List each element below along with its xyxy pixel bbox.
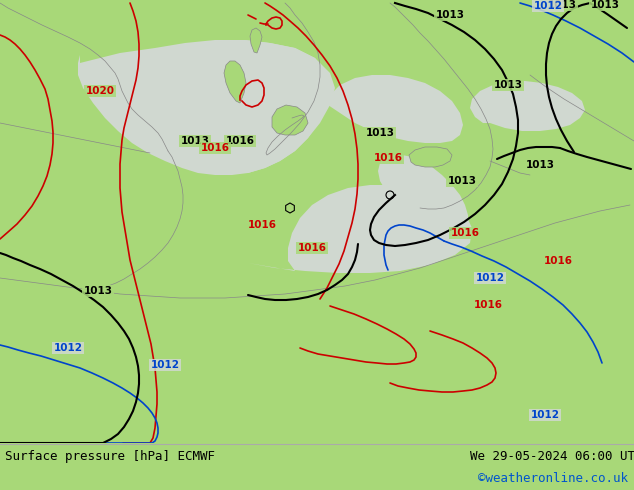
- Polygon shape: [378, 155, 468, 235]
- Text: 1013: 1013: [448, 176, 477, 186]
- Text: 1013: 1013: [181, 136, 209, 146]
- Polygon shape: [244, 73, 312, 151]
- Text: 1012: 1012: [476, 273, 505, 283]
- Text: 1012: 1012: [150, 360, 179, 370]
- Polygon shape: [409, 147, 452, 167]
- Text: 1012: 1012: [53, 343, 82, 353]
- Text: 1016: 1016: [373, 153, 403, 163]
- Text: 1016: 1016: [200, 143, 230, 153]
- Text: 1016: 1016: [247, 220, 276, 230]
- Polygon shape: [272, 105, 308, 135]
- Polygon shape: [224, 61, 246, 103]
- Text: 1016: 1016: [297, 243, 327, 253]
- Text: 1012: 1012: [533, 1, 562, 11]
- Text: 1016: 1016: [451, 228, 479, 238]
- Text: 1012: 1012: [531, 410, 559, 420]
- Polygon shape: [470, 81, 585, 131]
- Text: 1013: 1013: [436, 10, 465, 20]
- Text: 1013: 1013: [84, 286, 112, 296]
- Text: ©weatheronline.co.uk: ©weatheronline.co.uk: [478, 472, 628, 485]
- Text: 1016: 1016: [543, 256, 573, 266]
- Polygon shape: [250, 28, 262, 53]
- Text: 1020: 1020: [86, 86, 115, 96]
- Text: 1016: 1016: [474, 300, 503, 310]
- Text: 1013: 1013: [365, 128, 394, 138]
- Polygon shape: [152, 40, 328, 173]
- Text: Surface pressure [hPa] ECMWF: Surface pressure [hPa] ECMWF: [5, 450, 215, 463]
- Polygon shape: [328, 75, 463, 143]
- Polygon shape: [248, 185, 472, 273]
- Text: 1013: 1013: [526, 160, 555, 170]
- Text: 1013: 1013: [493, 80, 522, 90]
- Polygon shape: [78, 40, 335, 175]
- Text: 1013: 1013: [548, 0, 576, 10]
- Text: 1013: 1013: [590, 0, 619, 10]
- Text: We 29-05-2024 06:00 UTC (00+06): We 29-05-2024 06:00 UTC (00+06): [470, 450, 634, 463]
- Text: 1016: 1016: [226, 136, 254, 146]
